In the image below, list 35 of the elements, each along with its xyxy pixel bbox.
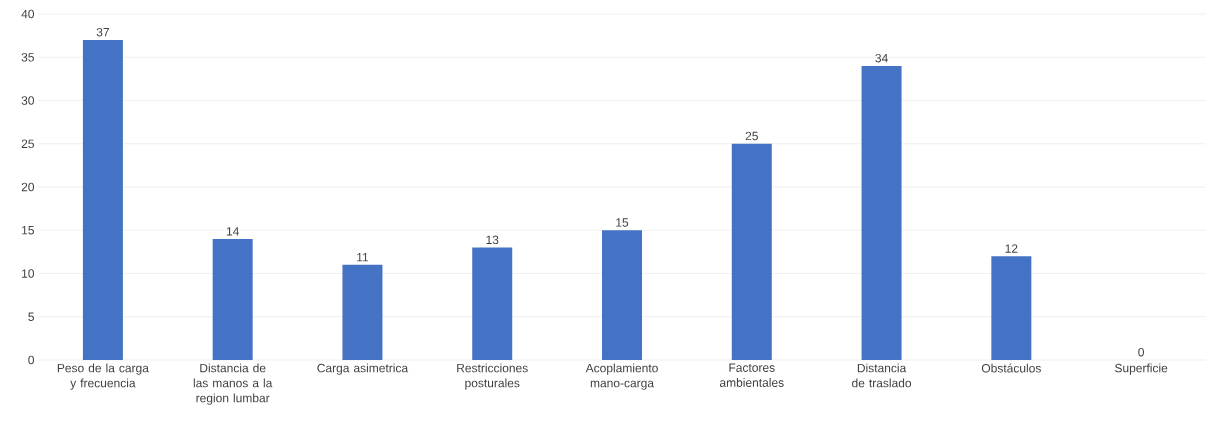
y-tick-label: 35 (21, 53, 34, 62)
bar (212, 238, 253, 360)
bar (82, 39, 123, 360)
data-label: 25 (745, 131, 758, 141)
data-label: 11 (357, 253, 369, 262)
data-label: 13 (486, 235, 499, 245)
bar (342, 264, 383, 360)
bar (472, 247, 513, 360)
bar (602, 230, 643, 360)
y-tick-label: 5 (28, 312, 34, 321)
y-tick-label: 30 (21, 96, 35, 105)
y-tick-label: 25 (21, 139, 34, 148)
y-tick-label: 10 (22, 269, 35, 278)
x-tick-label: Factores ambientales (719, 363, 784, 387)
y-tick-label: 15 (22, 226, 34, 235)
y-tick-label: 0 (28, 355, 35, 365)
x-tick-label: Distancia de traslado (852, 363, 912, 388)
data-label: 34 (875, 53, 888, 63)
x-tick-label: Superficie (1114, 363, 1168, 375)
x-tick-label: Peso de la carga y frecuencia (57, 363, 149, 390)
data-label: 37 (96, 27, 109, 37)
y-tick-label: 40 (21, 9, 35, 19)
x-tick-label: Carga asimetrica (317, 363, 409, 375)
bar (731, 143, 772, 360)
data-label: 0 (1138, 347, 1144, 357)
x-tick-label: Distancia de las manos a la region lumbar (193, 363, 273, 405)
x-tick-label: Acoplamiento mano-carga (585, 363, 658, 390)
bar (861, 65, 902, 360)
data-label: 15 (616, 218, 629, 227)
y-tick-label: 20 (21, 182, 35, 192)
data-label: 14 (226, 227, 239, 236)
x-tick-label: Restricciones posturales (457, 363, 528, 390)
x-tick-label: Obstáculos (981, 363, 1041, 373)
data-label: 12 (1005, 244, 1018, 253)
bar (991, 256, 1032, 360)
